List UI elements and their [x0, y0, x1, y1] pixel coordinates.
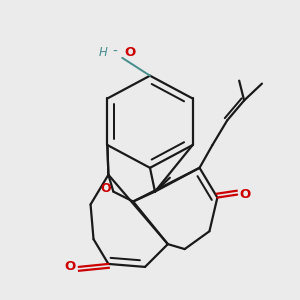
Text: O: O [64, 260, 75, 273]
Text: O: O [124, 46, 136, 59]
Text: H: H [99, 46, 108, 59]
Text: -: - [112, 45, 117, 59]
Text: O: O [100, 182, 111, 195]
Text: O: O [239, 188, 250, 201]
